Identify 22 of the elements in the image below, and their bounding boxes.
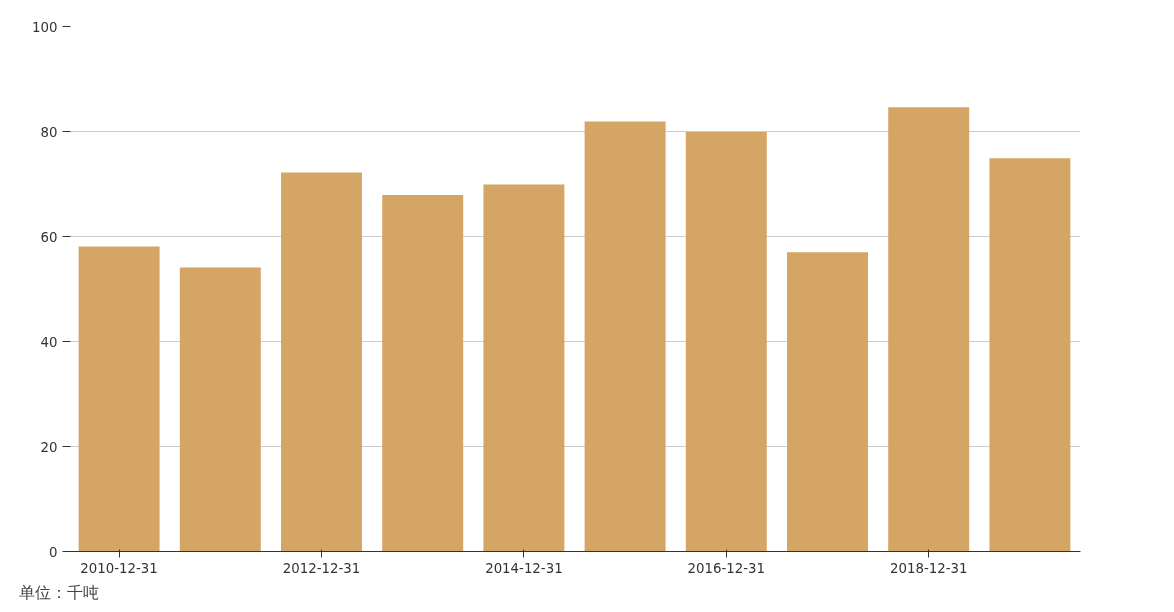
- bar: [382, 195, 464, 552]
- x-tick-label: 2010-12-31: [80, 560, 158, 576]
- bar: [584, 121, 666, 552]
- bar: [483, 184, 565, 552]
- y-tick-label: 40: [40, 334, 58, 350]
- y-tick-label: 20: [40, 439, 58, 455]
- y-tick-label: 0: [49, 544, 58, 560]
- x-tick-label: 2014-12-31: [485, 560, 563, 576]
- y-tick-label: 80: [40, 124, 58, 140]
- x-tick-label: 2018-12-31: [889, 560, 968, 576]
- bar: [787, 252, 868, 552]
- x-tick-label: 2012-12-31: [282, 560, 361, 576]
- bar: [685, 132, 767, 552]
- y-tick-label: 100: [32, 19, 58, 35]
- text: 单位：千吨: [18, 582, 99, 602]
- bar: [179, 267, 261, 552]
- x-tick-label: 2016-12-31: [687, 560, 766, 576]
- y-tick-label: 60: [40, 229, 58, 245]
- bar: [78, 246, 160, 552]
- bar: [281, 172, 362, 552]
- bar: [888, 107, 970, 552]
- bar: [989, 158, 1071, 552]
